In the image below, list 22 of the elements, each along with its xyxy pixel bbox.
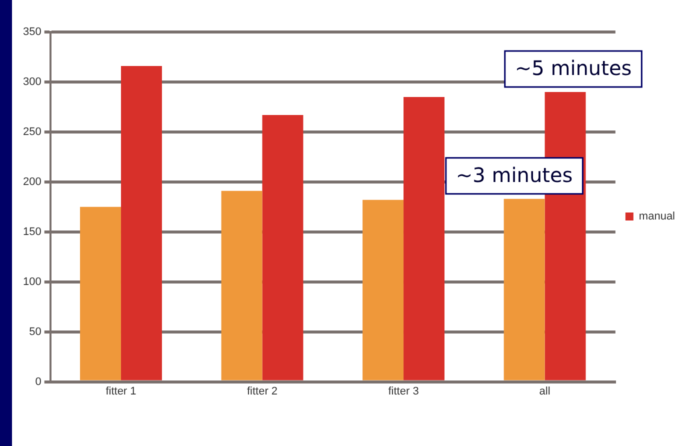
x-tick-label: all: [539, 385, 550, 398]
x-tick-label: fitter 3: [388, 385, 419, 398]
legend-label: manual: [638, 210, 675, 223]
bar: [262, 114, 304, 380]
y-tick-label: 100: [22, 276, 42, 288]
y-tick-label: 200: [22, 176, 42, 188]
y-tick-label: 0: [35, 376, 42, 388]
y-tick-label: 300: [22, 76, 42, 88]
bar: [404, 96, 444, 380]
x-tick-label: fitter 2: [246, 385, 278, 398]
bar: [221, 190, 262, 380]
bar: [362, 200, 404, 380]
bar: [80, 206, 121, 380]
bar: [120, 66, 162, 380]
x-tick-label: fitter 1: [106, 385, 136, 398]
annotation: ~5 minutes: [514, 56, 632, 80]
y-tick-label: 250: [22, 126, 42, 138]
annotation: ~3 minutes: [456, 163, 573, 188]
bar: [504, 198, 545, 380]
y-tick-label: 50: [29, 326, 42, 338]
y-tick-label: 350: [22, 26, 42, 38]
y-tick-label: 150: [22, 226, 42, 238]
